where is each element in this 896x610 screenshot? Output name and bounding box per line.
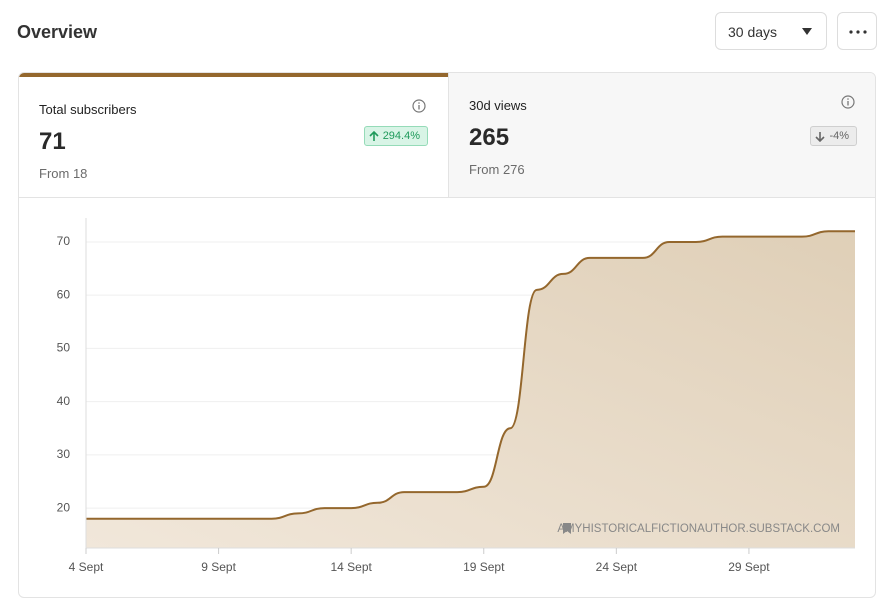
page-title: Overview bbox=[17, 22, 98, 42]
stat-card[interactable]: Total subscribers 71 294.4% From 18 bbox=[19, 73, 448, 198]
x-tick-label: 9 Sept bbox=[201, 560, 236, 574]
stat-card[interactable]: 30d views 265 -4% From 276 bbox=[448, 73, 875, 198]
line bbox=[85, 230, 855, 520]
info-icon[interactable] bbox=[841, 95, 855, 109]
y-tick-label: 50 bbox=[57, 341, 71, 355]
period-label: 30 days bbox=[728, 24, 778, 40]
x-tick-label: 14 Sept bbox=[330, 560, 372, 574]
chart: 20 30 40 50 60 70 4 Sept 9 Sept 14 Sept 19 Sept 24… bbox=[57, 218, 855, 574]
change-badge: -4% bbox=[810, 126, 857, 146]
area-fill bbox=[86, 231, 855, 548]
stat-label: Total subscribers bbox=[39, 102, 137, 117]
bookmark-icon bbox=[563, 523, 571, 534]
stat-value: 265 bbox=[469, 124, 510, 151]
y-tick-label: 70 bbox=[57, 234, 71, 248]
down-arrow bbox=[815, 131, 826, 142]
y-tick-label: 20 bbox=[57, 500, 71, 514]
up-arrow bbox=[369, 130, 379, 141]
stat-from: From 18 bbox=[39, 166, 88, 181]
y-tick-label: 40 bbox=[57, 394, 71, 408]
info-icon[interactable] bbox=[412, 99, 426, 113]
more-icon bbox=[849, 30, 867, 34]
change-badge: 294.4% bbox=[363, 126, 428, 146]
change-value: 294.4% bbox=[382, 130, 420, 142]
x-tick-label: 4 Sept bbox=[69, 560, 104, 574]
annotation: AMYHISTORICALFICTIONAUTHOR.SUBSTACK.COM bbox=[557, 523, 840, 535]
more-button[interactable] bbox=[837, 12, 877, 50]
stat-from: From 276 bbox=[469, 162, 525, 177]
stats-panel: Total subscribers 71 294.4% From 18 30d … bbox=[18, 72, 876, 598]
dropdown-arrow bbox=[802, 28, 812, 35]
stat-label: 30d views bbox=[469, 98, 527, 113]
y-tick-label: 60 bbox=[57, 287, 71, 301]
x-tick-label: 19 Sept bbox=[463, 560, 505, 574]
y-tick-label: 30 bbox=[57, 447, 71, 461]
x-tick-label: 29 Sept bbox=[728, 560, 770, 574]
x-tick-label: 24 Sept bbox=[596, 560, 638, 574]
stat-value: 71 bbox=[39, 128, 66, 155]
period-dropdown[interactable]: 30 days bbox=[715, 12, 827, 50]
change-value: -4% bbox=[829, 130, 849, 142]
